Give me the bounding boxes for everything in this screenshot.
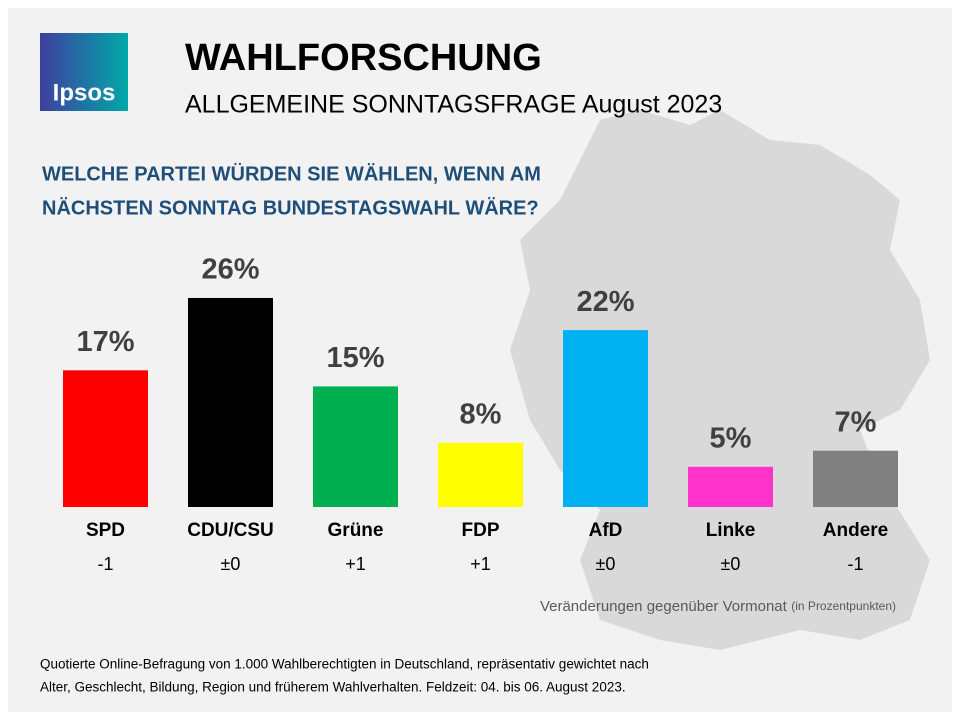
change-label: ±0	[221, 554, 241, 574]
logo	[40, 33, 128, 111]
changes-note: Veränderungen gegenüber Vormonat (in Pro…	[540, 598, 896, 615]
chart-subtitle: ALLGEMEINE SONNTAGSFRAGE August 2023	[185, 91, 722, 119]
changes-unit: (in Prozentpunkten)	[791, 599, 896, 613]
bar	[188, 297, 273, 507]
change-label: -1	[847, 554, 863, 574]
value-label: 22%	[576, 286, 634, 318]
value-label: 8%	[460, 398, 502, 430]
value-label: 7%	[835, 406, 877, 438]
category-label: AfD	[589, 520, 623, 541]
question: WELCHE PARTEI WÜRDEN SIE WÄHLEN, WENN AM	[42, 162, 541, 185]
bar	[813, 450, 898, 507]
category-label: Grüne	[328, 520, 384, 541]
change-label: ±0	[596, 554, 616, 574]
value-label: 17%	[76, 326, 134, 358]
question: NÄCHSTEN SONNTAG BUNDESTAGSWAHL WÄRE?	[42, 196, 539, 219]
footnote: Alter, Geschlecht, Bildung, Region und f…	[40, 680, 626, 695]
footnote: Quotierte Online-Befragung von 1.000 Wah…	[40, 657, 649, 672]
category-label: FDP	[462, 520, 500, 541]
logo-text: Ipsos	[53, 79, 116, 106]
category-label: SPD	[86, 520, 125, 541]
change-label: +1	[345, 554, 366, 574]
bar	[438, 442, 523, 507]
bar	[688, 466, 773, 507]
bar	[563, 330, 648, 507]
bar	[63, 370, 148, 507]
changes-note-text: Veränderungen gegenüber Vormonat	[540, 598, 788, 615]
change-label: -1	[97, 554, 113, 574]
bar	[313, 386, 398, 507]
chart-title: WAHLFORSCHUNG	[185, 37, 542, 79]
category-label: CDU/CSU	[187, 520, 274, 541]
change-label: +1	[470, 554, 491, 574]
value-label: 15%	[326, 342, 384, 374]
change-label: ±0	[721, 554, 741, 574]
value-label: 5%	[710, 422, 752, 454]
category-label: Andere	[823, 520, 888, 541]
map-germany	[510, 110, 930, 650]
value-label: 26%	[201, 254, 259, 286]
category-label: Linke	[706, 520, 756, 541]
